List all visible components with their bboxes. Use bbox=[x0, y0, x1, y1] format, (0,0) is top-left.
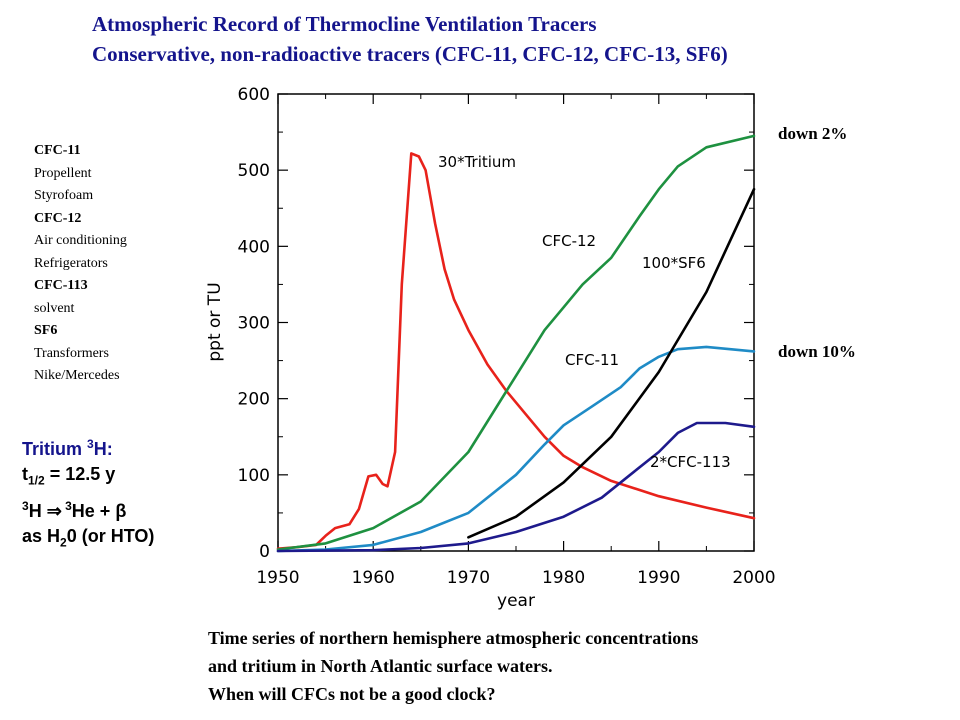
x-tick-label: 2000 bbox=[732, 568, 775, 588]
legend-transformers: Transformers bbox=[34, 345, 109, 361]
legend-styrofoam: Styrofoam bbox=[34, 188, 94, 203]
series-label-cfc12: CFC-12 bbox=[542, 232, 596, 250]
series-line-cfc-12 bbox=[276, 134, 756, 551]
series-label-cfc113: 2*CFC-113 bbox=[650, 453, 731, 471]
tritium-line-1: Tritium 3H: bbox=[22, 437, 113, 459]
series-line-100-sf6 bbox=[467, 187, 756, 539]
x-tick-label: 1960 bbox=[352, 568, 395, 588]
x-tick-label: 1950 bbox=[256, 568, 299, 588]
y-tick-label: 300 bbox=[238, 314, 270, 334]
caption-line-3: When will CFCs not be a good clock? bbox=[208, 684, 496, 704]
series-label-cfc11: CFC-11 bbox=[565, 351, 619, 369]
y-tick-label: 600 bbox=[238, 85, 270, 105]
y-tick-label: 0 bbox=[259, 542, 270, 562]
y-tick-label: 400 bbox=[238, 237, 270, 257]
figure-caption: Time series of northern hemisphere atmos… bbox=[208, 624, 698, 708]
legend-propellent: Propellent bbox=[34, 165, 92, 181]
caption-line-1: Time series of northern hemisphere atmos… bbox=[208, 628, 699, 648]
legend-cfc11: CFC-11 bbox=[34, 143, 81, 158]
x-tick-label: 1980 bbox=[542, 568, 585, 588]
caption-line-2: and tritium in North Atlantic surface wa… bbox=[208, 656, 553, 676]
y-tick-label: 200 bbox=[238, 390, 270, 410]
tritium-line-4: as H20 (or HTO) bbox=[22, 525, 155, 550]
y-tick-label: 100 bbox=[238, 466, 270, 486]
tritium-line-3: 3H ⇒ 3He + β bbox=[22, 498, 127, 521]
legend-cfc12: CFC-12 bbox=[34, 210, 82, 226]
series-label-tritium: 30*Tritium bbox=[438, 153, 516, 171]
series-line-2-cfc-113 bbox=[276, 421, 756, 553]
legend-sf6: SF6 bbox=[34, 323, 58, 338]
series-label-sf6: 100*SF6 bbox=[642, 254, 706, 272]
series-line-30-tritium bbox=[276, 152, 756, 551]
legend-cfc113: CFC-113 bbox=[34, 278, 88, 293]
y-axis-label: ppt or TU bbox=[205, 282, 225, 361]
legend-air-conditioning: Air conditioning bbox=[34, 233, 127, 248]
tritium-line-2: t1/2 = 12.5 y bbox=[22, 464, 116, 488]
x-tick-label: 1990 bbox=[637, 568, 680, 588]
legend-nike: Nike/Mercedes bbox=[34, 368, 120, 383]
page-title: Atmospheric Record of Thermocline Ventil… bbox=[92, 12, 597, 36]
note-down-10: down 10% bbox=[778, 342, 856, 361]
y-tick-label: 500 bbox=[238, 161, 270, 181]
x-axis-label: year bbox=[497, 591, 535, 611]
x-tick-label: 1970 bbox=[447, 568, 490, 588]
arrow-icon: ⇒ bbox=[46, 500, 62, 521]
legend-solvent: solvent bbox=[34, 300, 75, 316]
note-down-2: down 2% bbox=[778, 124, 848, 143]
page-subtitle: Conservative, non-radioactive tracers (C… bbox=[92, 42, 728, 66]
tracer-uses-list: CFC-11 Propellent Styrofoam CFC-12 Air c… bbox=[34, 140, 127, 388]
legend-refrigerators: Refrigerators bbox=[34, 255, 108, 271]
tritium-note: Tritium 3H: t1/2 = 12.5 y 3H ⇒ 3He + β a… bbox=[22, 432, 154, 555]
